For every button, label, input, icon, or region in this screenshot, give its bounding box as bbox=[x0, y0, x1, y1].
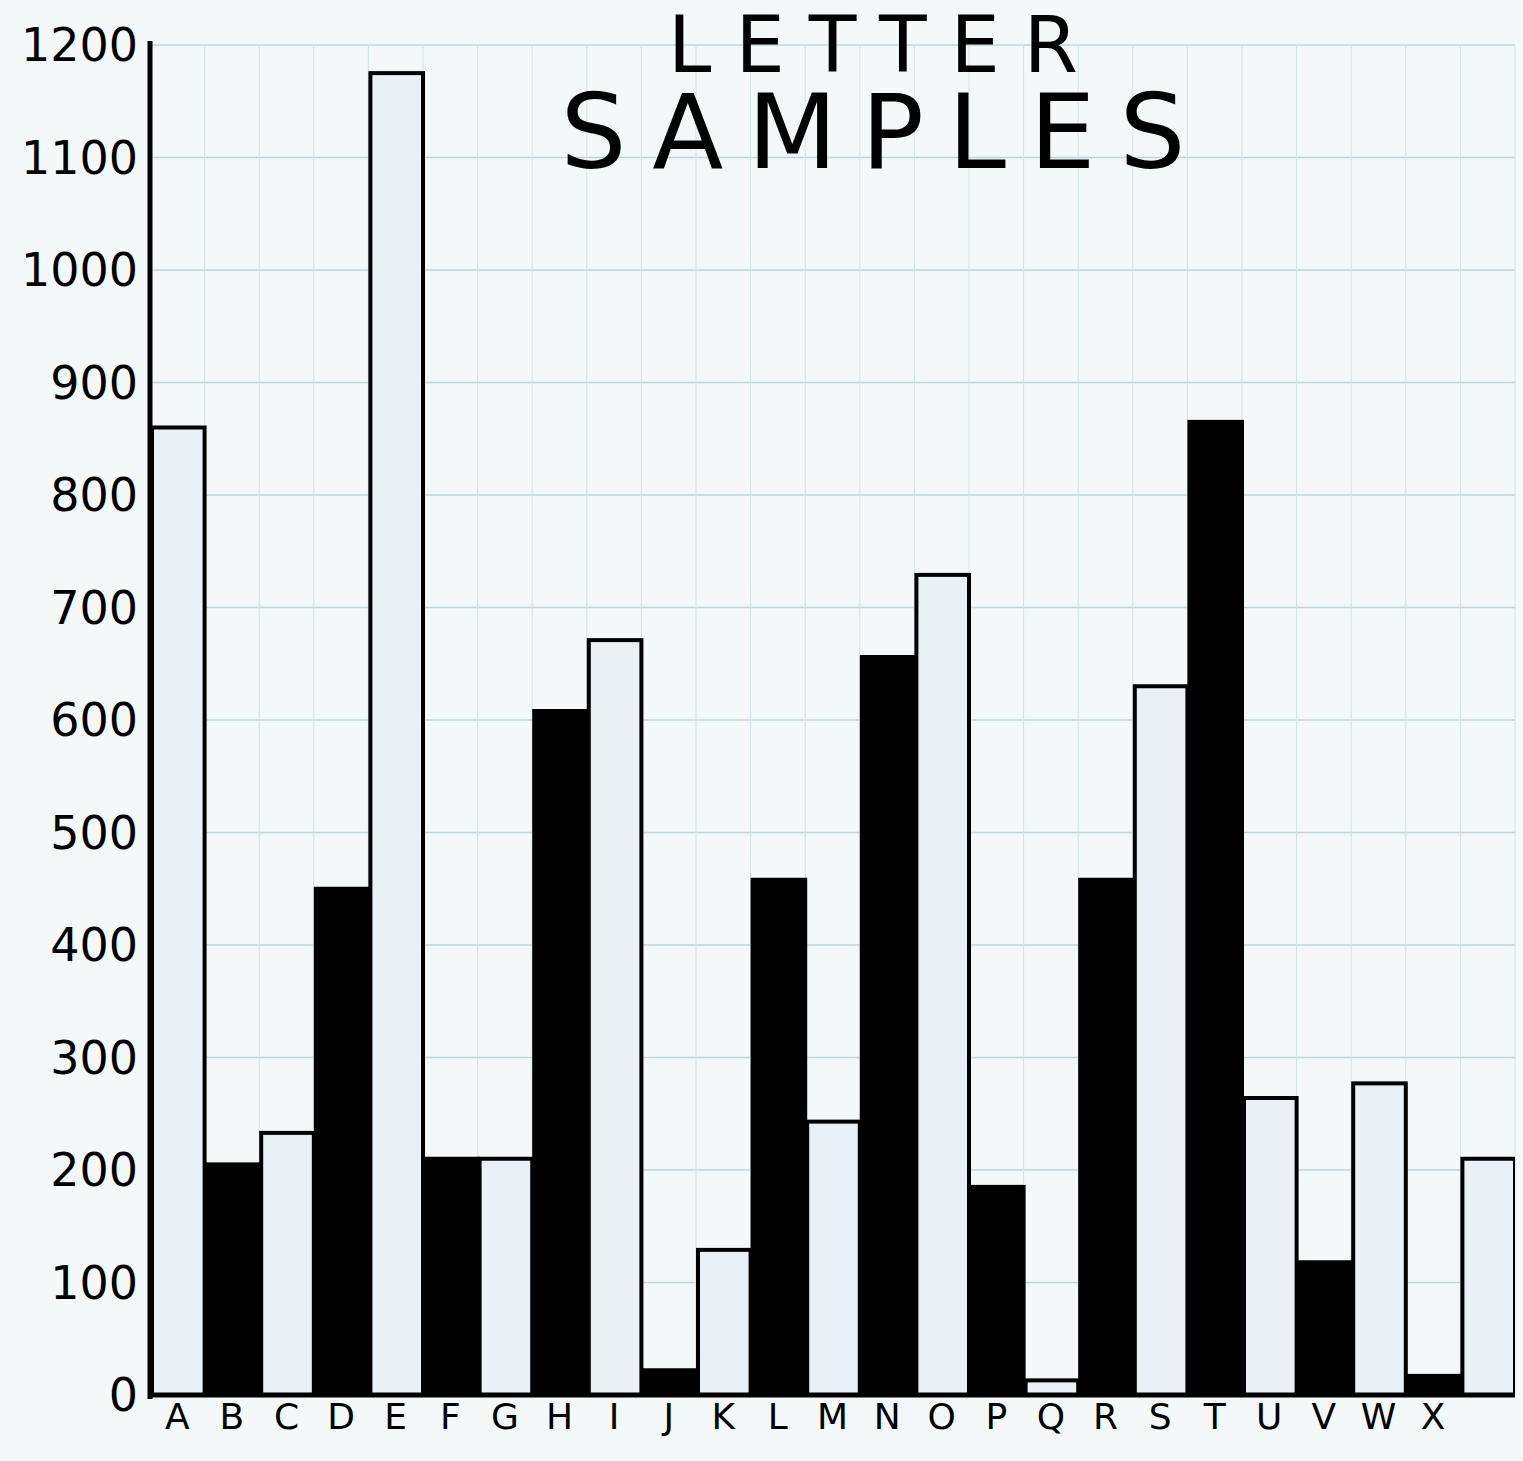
bar bbox=[1189, 422, 1242, 1395]
y-axis bbox=[148, 41, 153, 1399]
x-tick-label: W bbox=[1361, 1396, 1397, 1437]
grid-line-vertical bbox=[696, 45, 697, 1395]
bar bbox=[971, 1187, 1024, 1395]
bar bbox=[1080, 880, 1133, 1395]
x-tick-label: N bbox=[874, 1396, 901, 1437]
x-tick-label: U bbox=[1256, 1396, 1282, 1437]
background bbox=[0, 0, 1523, 1461]
x-tick-label: D bbox=[327, 1396, 355, 1437]
y-tick-label: 800 bbox=[50, 468, 138, 522]
y-tick-label: 900 bbox=[50, 356, 138, 410]
bar bbox=[1408, 1376, 1461, 1395]
x-tick-label: C bbox=[274, 1396, 299, 1437]
grid-line bbox=[150, 607, 1515, 609]
y-tick-label: 0 bbox=[109, 1368, 138, 1422]
y-tick-label: 500 bbox=[50, 806, 138, 860]
x-tick-label: V bbox=[1312, 1396, 1337, 1437]
x-tick-label: M bbox=[817, 1396, 848, 1437]
bar bbox=[1353, 1083, 1406, 1395]
bar bbox=[589, 640, 642, 1395]
x-tick-label: E bbox=[384, 1396, 407, 1437]
y-tick-label: 300 bbox=[50, 1031, 138, 1085]
x-tick-label: G bbox=[491, 1396, 519, 1437]
y-tick-label: 1100 bbox=[21, 131, 138, 185]
x-tick-label: H bbox=[546, 1396, 573, 1437]
x-tick-label: O bbox=[928, 1396, 956, 1437]
bar bbox=[1462, 1159, 1515, 1395]
bar bbox=[261, 1133, 314, 1395]
bar bbox=[1135, 686, 1188, 1395]
bar bbox=[425, 1159, 478, 1395]
grid-line bbox=[150, 832, 1515, 834]
y-tick-label: 400 bbox=[50, 918, 138, 972]
y-tick-label: 700 bbox=[50, 581, 138, 635]
y-tick-label: 200 bbox=[50, 1143, 138, 1197]
x-tick-label: P bbox=[985, 1396, 1007, 1437]
chart: 0 100 200 300 400 500 600 700 800 900 1000 1100 1200… bbox=[0, 0, 1523, 1461]
bar bbox=[807, 1122, 860, 1395]
bar bbox=[1244, 1098, 1297, 1395]
y-tick-label: 600 bbox=[50, 693, 138, 747]
x-tick-label: S bbox=[1149, 1396, 1172, 1437]
grid-line bbox=[150, 382, 1515, 384]
x-tick-label: K bbox=[711, 1396, 736, 1437]
x-tick-label: B bbox=[220, 1396, 245, 1437]
bar bbox=[862, 657, 915, 1395]
grid-line bbox=[150, 719, 1515, 721]
bar bbox=[152, 428, 205, 1396]
y-tick-label: 100 bbox=[50, 1256, 138, 1310]
bar bbox=[753, 880, 806, 1395]
x-tick-label: J bbox=[661, 1396, 674, 1437]
y-tick-label: 1200 bbox=[21, 18, 138, 72]
x-tick-label: Q bbox=[1037, 1396, 1065, 1437]
title: SAMPLES bbox=[560, 71, 1209, 193]
bar bbox=[316, 889, 369, 1395]
y-tick-label: 1000 bbox=[21, 243, 138, 297]
bar bbox=[916, 575, 969, 1395]
bar bbox=[207, 1164, 260, 1395]
grid-line bbox=[150, 494, 1515, 496]
bar bbox=[370, 73, 423, 1395]
x-tick-label: F bbox=[440, 1396, 461, 1437]
x-tick-label: A bbox=[165, 1396, 190, 1437]
bar bbox=[534, 711, 587, 1395]
x-tick-label: I bbox=[609, 1396, 620, 1437]
bar bbox=[480, 1159, 533, 1395]
x-tick-label: R bbox=[1093, 1396, 1118, 1437]
x-tick-label: X bbox=[1421, 1396, 1446, 1437]
bar bbox=[643, 1370, 696, 1395]
x-tick-label: T bbox=[1203, 1396, 1227, 1437]
bar bbox=[698, 1250, 751, 1395]
grid-line bbox=[150, 269, 1515, 271]
bar bbox=[1299, 1262, 1352, 1395]
x-tick-label: L bbox=[768, 1396, 788, 1437]
bars bbox=[152, 73, 1515, 1395]
